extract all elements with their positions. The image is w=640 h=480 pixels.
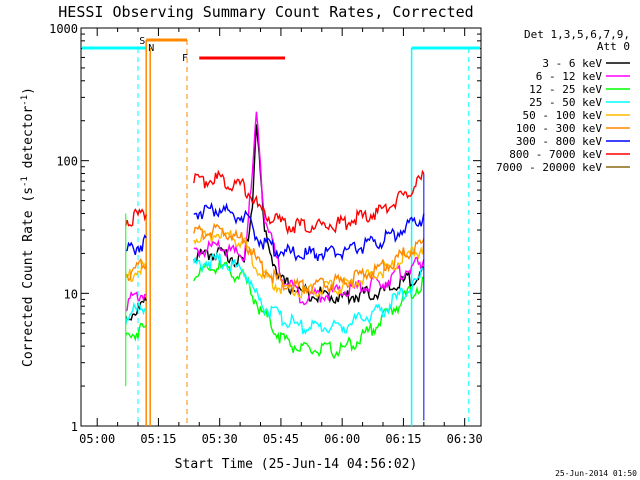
legend-label: 800 - 7000 keV (509, 148, 602, 161)
x-tick-label: 05:15 (140, 432, 176, 446)
x-axis-label: Start Time (25-Jun-14 04:56:02) (175, 457, 418, 472)
y-axis-label-sup1: -1 (20, 176, 30, 187)
legend-label: 7000 - 20000 keV (496, 161, 602, 174)
x-tick-label: 06:30 (447, 432, 483, 446)
legend-label: 6 - 12 keV (536, 70, 603, 83)
y-axis-label-end: ) (21, 87, 36, 95)
series-lines (125, 111, 425, 421)
legend-label: 12 - 25 keV (529, 83, 602, 96)
series-line-2 (125, 260, 425, 360)
series-line-0 (125, 124, 425, 321)
y-tick-label: 1 (71, 420, 78, 434)
x-tick-label: 05:45 (263, 432, 299, 446)
y-axis-label-main: Corrected Count Rate (s (21, 187, 36, 367)
legend-header-line1: Det 1,3,5,6,7,9, (524, 28, 630, 41)
y-axis-label: Corrected Count Rate (s-1 detector-1) (20, 87, 36, 367)
flag-label-s: S (139, 36, 145, 47)
x-tick-label: 05:00 (79, 432, 115, 446)
legend-label: 50 - 100 keV (523, 109, 603, 122)
y-tick-label: 1000 (49, 22, 78, 36)
x-tick-label: 06:15 (385, 432, 421, 446)
legend-label: 3 - 6 keV (542, 57, 602, 70)
y-axis-label-sup2: -1 (20, 95, 30, 106)
legend-header-line2: Att 0 (597, 40, 630, 53)
axis-ticks: 05:00 05:15 05:30 05:45 06:00 06:15 06:30 1 10 10… (49, 22, 483, 446)
footer-date: 25-Jun-2014 01:50 (555, 469, 637, 478)
plot-frame (80, 27, 482, 427)
chart-title: HESSI Observing Summary Count Rates, Cor… (58, 3, 473, 21)
x-tick-label: 06:00 (324, 432, 360, 446)
observing-flags: SN F (82, 36, 480, 426)
flag-label-f: F (182, 53, 188, 64)
series-line-5 (125, 222, 425, 295)
series-line-1 (125, 111, 425, 312)
y-tick-label: 100 (56, 155, 78, 169)
legend-label: 25 - 50 keV (529, 96, 602, 109)
legend-label: 100 - 300 keV (516, 122, 602, 135)
series-line-7 (125, 169, 425, 236)
series-line-4 (125, 227, 425, 299)
y-tick-label: 10 (64, 287, 78, 301)
legend-label: 300 - 800 keV (516, 135, 602, 148)
x-tick-label: 05:30 (202, 432, 238, 446)
series-line-3 (125, 251, 425, 335)
series-line-6 (125, 201, 425, 262)
flag-label-n: N (148, 43, 154, 54)
y-axis-label-mid: detector (21, 106, 36, 177)
